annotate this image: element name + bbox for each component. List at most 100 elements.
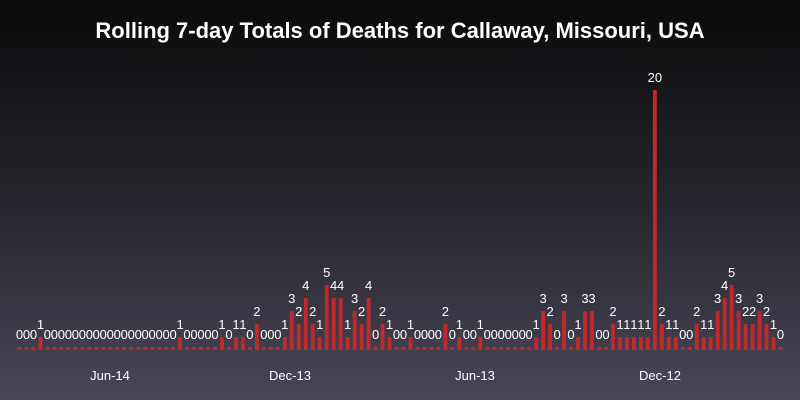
- bar-value-label: 3: [714, 291, 721, 306]
- bar-value-label: 2: [379, 304, 386, 319]
- bar-value-label: 0: [169, 327, 176, 342]
- bar: [87, 347, 92, 350]
- bar-value-label: 1: [456, 317, 463, 332]
- bar-value-label: 0: [274, 327, 281, 342]
- bar-value-label: 0: [121, 327, 128, 342]
- bar: [213, 347, 217, 350]
- bar: [192, 347, 196, 350]
- bar-value-label: 0: [246, 327, 253, 342]
- bar-value-label: 0: [414, 327, 421, 342]
- bar: [73, 347, 78, 350]
- bar-value-label: 0: [100, 327, 107, 342]
- bar-value-label: 0: [183, 327, 190, 342]
- x-axis-ticks: Jun-14 Dec-13 Jun-13 Dec-12: [90, 368, 681, 383]
- bar: [261, 347, 266, 350]
- bar-value-label: 0: [526, 327, 533, 342]
- bar-value-label: 4: [721, 278, 728, 293]
- bar-value-label: 0: [595, 327, 602, 342]
- bar-value-label: 1: [623, 317, 630, 332]
- bar-value-label: 2: [546, 304, 553, 319]
- bar-value-label: 0: [428, 327, 435, 342]
- bar-value-label: 2: [658, 304, 665, 319]
- bar: [324, 285, 329, 350]
- bar: [590, 311, 594, 350]
- bar: [66, 347, 71, 350]
- bar: [666, 337, 671, 350]
- bar-value-label: 2: [442, 304, 449, 319]
- bar-value-label: 3: [735, 291, 742, 306]
- bar: [52, 347, 57, 350]
- bar: [527, 347, 532, 350]
- bar-value-label: 0: [23, 327, 30, 342]
- bar-value-label: 0: [400, 327, 407, 342]
- bar-value-label: 0: [149, 327, 156, 342]
- bar: [611, 324, 615, 350]
- bar: [562, 311, 566, 350]
- x-tick-label: Dec-12: [639, 368, 681, 383]
- bar: [618, 337, 622, 350]
- bar: [220, 337, 224, 350]
- bar-value-label: 0: [267, 327, 274, 342]
- bar: [408, 337, 413, 350]
- bar-value-label: 1: [281, 317, 288, 332]
- bar: [687, 347, 692, 350]
- bar-value-label: 0: [393, 327, 400, 342]
- bar-value-label: 2: [309, 304, 316, 319]
- bar-value-label: 1: [386, 317, 393, 332]
- bar: [59, 347, 64, 350]
- bar: [240, 337, 245, 350]
- bar-value-label: 0: [197, 327, 204, 342]
- bar-value-label: 2: [295, 304, 302, 319]
- bar: [555, 347, 560, 350]
- bar: [499, 347, 504, 350]
- bar-value-label: 0: [204, 327, 211, 342]
- bar-value-label: 0: [156, 327, 163, 342]
- bar-value-label: 0: [567, 327, 574, 342]
- bar: [604, 347, 608, 350]
- bar: [185, 347, 189, 350]
- bar-value-label: 0: [484, 327, 491, 342]
- bar: [254, 324, 259, 350]
- bar: [429, 347, 434, 350]
- bar-value-label: 0: [72, 327, 79, 342]
- bar: [645, 337, 650, 350]
- bar: [478, 337, 483, 350]
- bar: [234, 337, 238, 350]
- bar-value-label: 1: [533, 317, 540, 332]
- bar: [422, 347, 427, 350]
- bar: [436, 347, 441, 350]
- bar: [415, 347, 420, 350]
- bar: [345, 337, 350, 350]
- bar: [750, 324, 755, 350]
- bar-value-label: 0: [128, 327, 135, 342]
- bar-value-label: 2: [358, 304, 365, 319]
- bar-value-label: 4: [302, 278, 309, 293]
- bar-value-label: 1: [232, 317, 239, 332]
- x-tick-label: Dec-13: [269, 368, 311, 383]
- bar-value-label: 1: [637, 317, 644, 332]
- bar-value-label: 0: [51, 327, 58, 342]
- bar-value-label: 0: [505, 327, 512, 342]
- bar: [122, 347, 127, 350]
- bar-value-label: 0: [135, 327, 142, 342]
- bar-value-label: 0: [107, 327, 114, 342]
- bar-value-label: 1: [665, 317, 672, 332]
- bar: [722, 298, 727, 350]
- bar-value-label: 0: [114, 327, 121, 342]
- bar-value-label: 0: [512, 327, 519, 342]
- bar: [275, 347, 280, 350]
- bar: [701, 337, 706, 350]
- bar-value-label: 1: [344, 317, 351, 332]
- bar: [764, 324, 769, 350]
- bar-value-label: 2: [742, 304, 749, 319]
- bar: [631, 337, 636, 350]
- bar: [136, 347, 141, 350]
- bar: [457, 337, 462, 350]
- bar: [743, 324, 748, 350]
- bar-value-label: 4: [330, 278, 337, 293]
- bar-value-label: 0: [491, 327, 498, 342]
- bar: [534, 337, 539, 350]
